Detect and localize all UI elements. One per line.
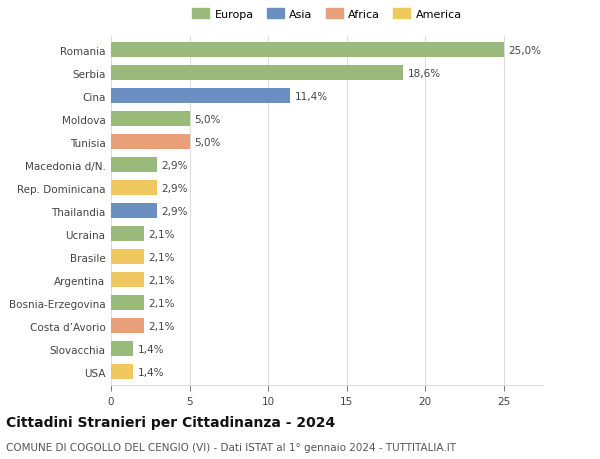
- Text: 5,0%: 5,0%: [194, 114, 221, 124]
- Bar: [111, 273, 144, 287]
- Bar: [111, 112, 190, 127]
- Bar: [111, 341, 133, 356]
- Bar: [111, 364, 133, 379]
- Text: 5,0%: 5,0%: [194, 137, 221, 147]
- Text: 1,4%: 1,4%: [138, 367, 164, 377]
- Text: 2,1%: 2,1%: [149, 229, 175, 239]
- Text: 1,4%: 1,4%: [138, 344, 164, 354]
- Text: 25,0%: 25,0%: [508, 45, 541, 56]
- Bar: [111, 158, 157, 173]
- Bar: [111, 89, 290, 104]
- Text: 2,9%: 2,9%: [161, 183, 188, 193]
- Bar: [111, 204, 157, 218]
- Bar: [111, 319, 144, 333]
- Text: 2,1%: 2,1%: [149, 275, 175, 285]
- Text: 2,1%: 2,1%: [149, 321, 175, 331]
- Bar: [111, 181, 157, 196]
- Bar: [111, 135, 190, 150]
- Text: 2,9%: 2,9%: [161, 160, 188, 170]
- Bar: [111, 66, 403, 81]
- Bar: [111, 43, 504, 58]
- Text: 2,9%: 2,9%: [161, 206, 188, 216]
- Text: 2,1%: 2,1%: [149, 298, 175, 308]
- Text: 2,1%: 2,1%: [149, 252, 175, 262]
- Legend: Europa, Asia, Africa, America: Europa, Asia, Africa, America: [188, 4, 466, 24]
- Text: COMUNE DI COGOLLO DEL CENGIO (VI) - Dati ISTAT al 1° gennaio 2024 - TUTTITALIA.I: COMUNE DI COGOLLO DEL CENGIO (VI) - Dati…: [6, 442, 456, 452]
- Text: 11,4%: 11,4%: [295, 91, 328, 101]
- Bar: [111, 227, 144, 241]
- Text: 18,6%: 18,6%: [408, 68, 441, 78]
- Text: Cittadini Stranieri per Cittadinanza - 2024: Cittadini Stranieri per Cittadinanza - 2…: [6, 415, 335, 429]
- Bar: [111, 250, 144, 264]
- Bar: [111, 296, 144, 310]
